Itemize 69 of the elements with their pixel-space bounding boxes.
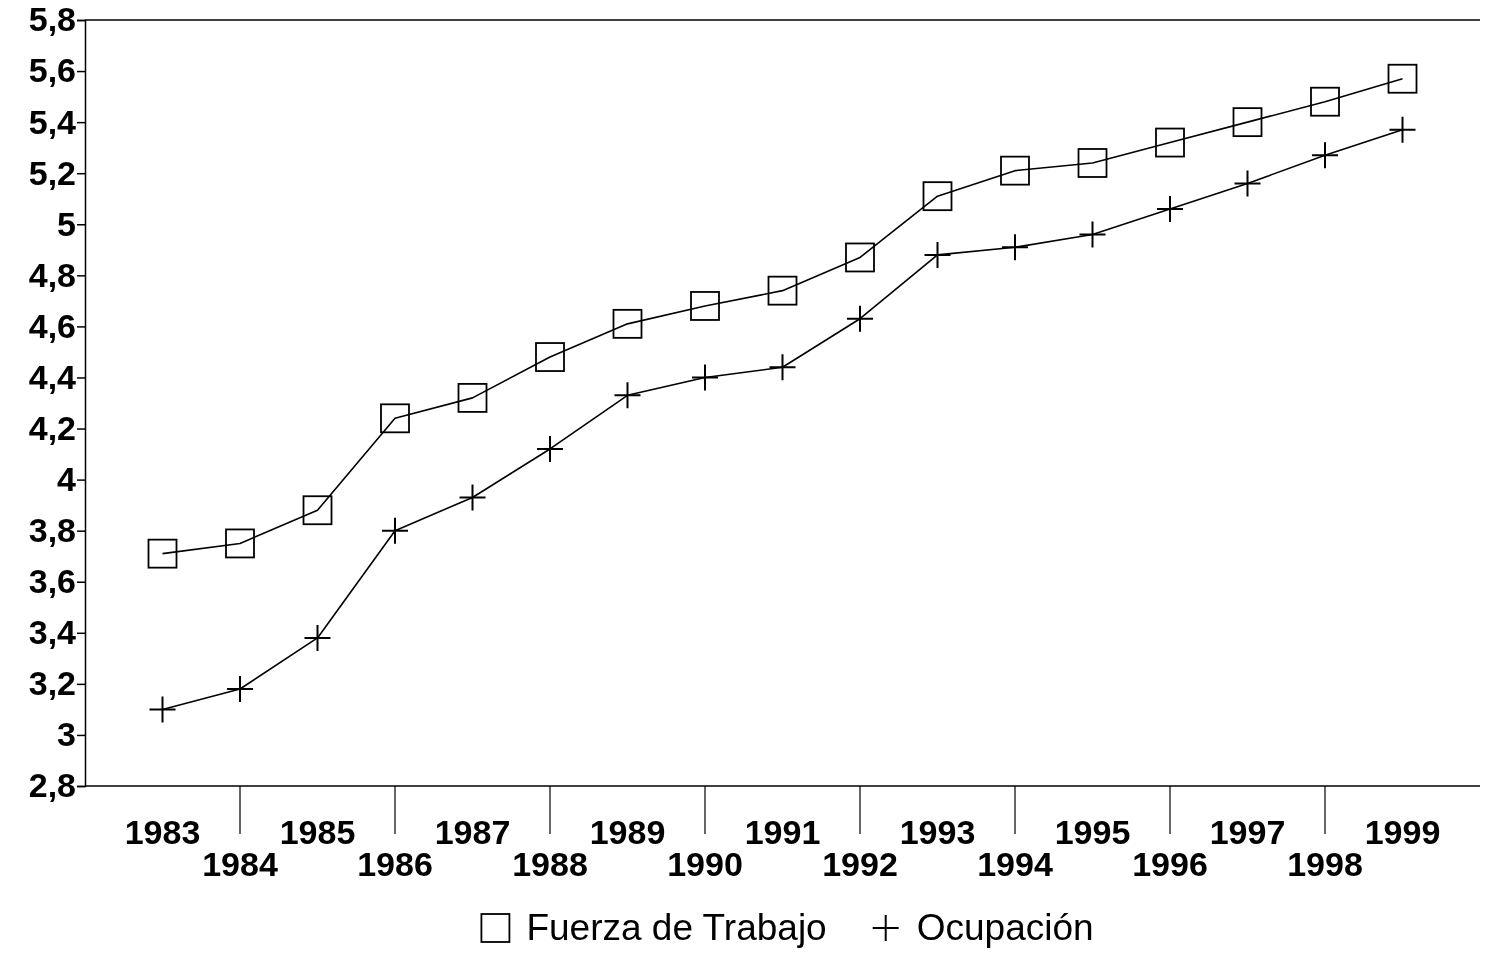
y-tick-label: 4,2 (28, 408, 76, 447)
x-tick-label: 1999 (1364, 813, 1441, 851)
y-tick-label: 2,8 (28, 766, 76, 805)
legend-label: Ocupación (916, 907, 1094, 948)
point (1234, 170, 1261, 197)
point (382, 517, 408, 544)
x-tick-label: 1987 (434, 813, 511, 851)
point (769, 354, 796, 381)
y-tick-label: 3,2 (28, 664, 76, 703)
point (304, 624, 331, 651)
y-tick-label: 5,4 (28, 102, 77, 141)
point (225, 528, 255, 559)
point (149, 696, 176, 723)
y-tick-label: 3,8 (28, 511, 76, 550)
x-tick-label: 1989 (589, 813, 666, 851)
point (1157, 195, 1183, 222)
point (380, 403, 410, 434)
point (767, 275, 798, 306)
x-tick-label: 1985 (279, 813, 356, 851)
point (614, 382, 641, 409)
point (612, 308, 643, 339)
y-tick-label: 3,4 (28, 613, 77, 652)
x-tick-label: 1984 (202, 845, 278, 883)
y-tick-label: 5,2 (28, 153, 76, 192)
point (459, 484, 486, 511)
x-tick-label: 1996 (1132, 845, 1208, 883)
x-tick-label: 1995 (1054, 813, 1131, 851)
x-tick-label: 1991 (744, 813, 821, 851)
x-tick-label: 1988 (512, 845, 588, 883)
point (147, 538, 178, 569)
point (1312, 142, 1338, 169)
x-tick-label: 1997 (1209, 813, 1286, 851)
point (1155, 127, 1185, 158)
point (847, 305, 873, 332)
point (692, 364, 718, 391)
y-tick-label: 3 (57, 715, 76, 754)
point (537, 435, 563, 462)
point (1000, 155, 1030, 186)
x-tick-label: 1983 (124, 813, 201, 851)
point (457, 382, 488, 413)
point (1387, 63, 1418, 94)
y-tick-label: 5,6 (28, 51, 76, 90)
point (924, 241, 951, 268)
y-tick-label: 5,8 (28, 0, 76, 39)
point (535, 342, 565, 372)
legend-label: Fuerza de Trabajo (526, 907, 827, 948)
y-tick-label: 4 (57, 459, 77, 498)
y-tick-label: 5 (57, 204, 76, 243)
x-tick-label: 1992 (822, 845, 898, 883)
x-tick-label: 1994 (977, 845, 1053, 883)
point (1310, 86, 1340, 117)
point (1002, 234, 1028, 261)
point (922, 181, 953, 212)
point (227, 675, 253, 702)
x-tick-label: 1986 (357, 845, 433, 883)
point (845, 242, 875, 273)
point (690, 291, 720, 321)
x-tick-label: 1993 (899, 813, 976, 851)
y-tick-label: 3,6 (28, 562, 76, 601)
y-tick-label: 4,6 (28, 306, 76, 345)
point (1389, 116, 1416, 143)
x-tick-label: 1998 (1287, 845, 1363, 883)
y-tick-label: 4,8 (28, 255, 76, 294)
point (1079, 221, 1106, 248)
x-tick-label: 1990 (667, 845, 743, 883)
point (302, 495, 333, 526)
point (1232, 107, 1263, 138)
point (1077, 148, 1108, 178)
y-tick-label: 4,4 (28, 357, 77, 396)
